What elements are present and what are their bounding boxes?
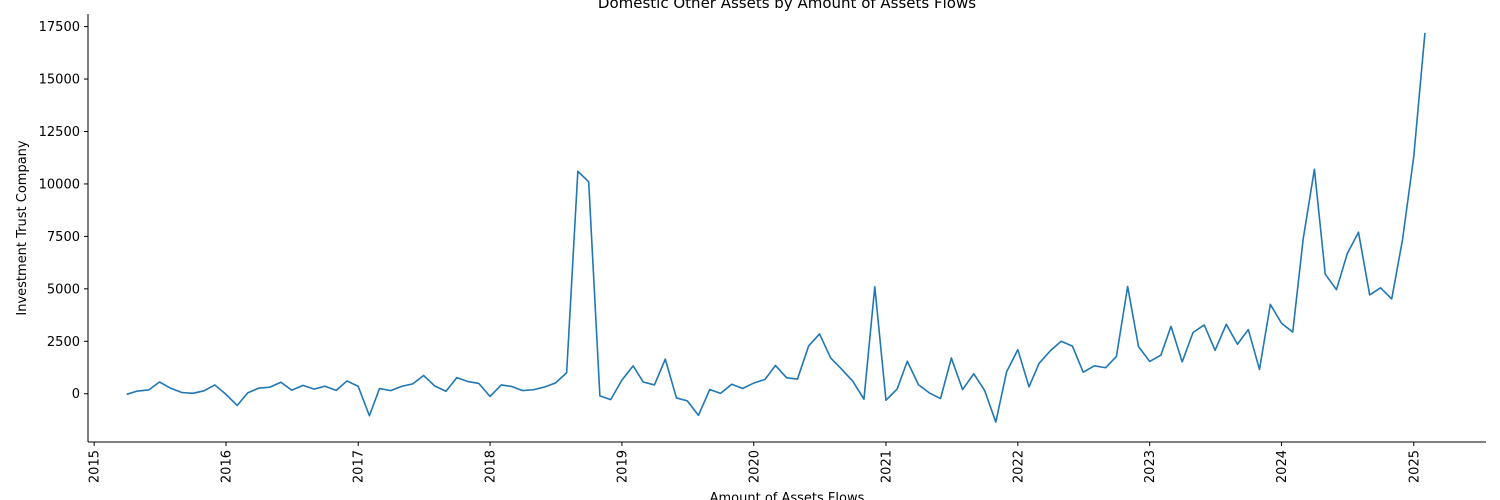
y-tick-label: 12500 bbox=[39, 125, 80, 140]
x-tick-label: 2021 bbox=[879, 450, 894, 483]
x-tick-label: 2023 bbox=[1143, 450, 1158, 483]
y-axis-ticks: 0 2500 5000 7500 10000 12500 15000 17500 bbox=[39, 20, 88, 402]
x-tick-label: 2020 bbox=[747, 450, 762, 483]
x-tick-label: 2018 bbox=[484, 450, 499, 483]
x-tick-label: 2024 bbox=[1275, 450, 1290, 483]
y-tick-label: 5000 bbox=[47, 282, 80, 297]
y-axis-title: Investment Trust Company bbox=[15, 140, 30, 316]
x-tick-label: 2019 bbox=[615, 450, 630, 483]
y-tick-label: 2500 bbox=[47, 335, 80, 350]
y-tick-label: 7500 bbox=[47, 230, 80, 245]
y-tick-label: 17500 bbox=[39, 20, 80, 35]
chart-title: Domestic Other Assets by Amount of Asset… bbox=[598, 0, 976, 12]
x-tick-label: 2022 bbox=[1011, 450, 1026, 483]
x-tick-label: 2015 bbox=[88, 450, 103, 483]
plot-area bbox=[126, 32, 1426, 423]
y-tick-label: 15000 bbox=[39, 73, 80, 88]
series-line-0 bbox=[126, 32, 1426, 423]
y-tick-label: 0 bbox=[72, 387, 80, 402]
x-tick-label: 2025 bbox=[1407, 450, 1422, 483]
y-tick-label: 10000 bbox=[39, 177, 80, 192]
x-tick-label: 2017 bbox=[352, 450, 367, 483]
x-axis-title: Amount of Assets Flows bbox=[710, 491, 865, 500]
x-tick-label: 2016 bbox=[219, 450, 234, 483]
x-axis-ticks: 2015 2016 2017 2018 2019 2020 2021 2022 2023 2024… bbox=[88, 442, 1422, 483]
